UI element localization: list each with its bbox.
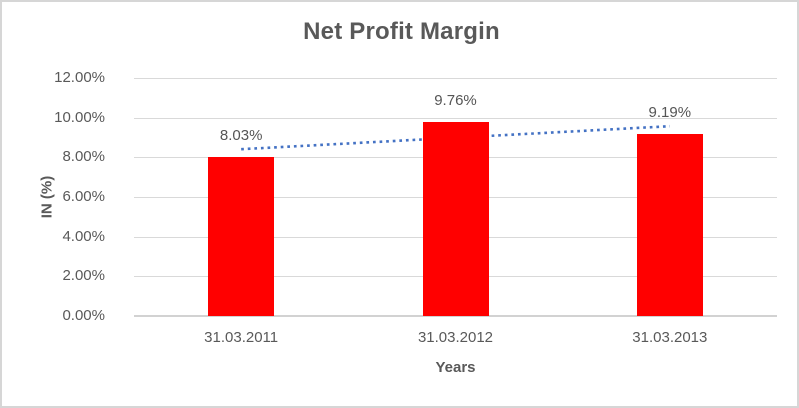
data-label: 9.76% bbox=[434, 92, 477, 110]
y-tick-label: 2.00% bbox=[62, 267, 105, 285]
gridline-0.00% bbox=[134, 315, 777, 317]
y-tick-label: 4.00% bbox=[62, 227, 105, 245]
plot-area[interactable]: 8.03% 9.76% 9.19% bbox=[134, 78, 777, 317]
data-label: 9.19% bbox=[648, 103, 692, 121]
chart-title: Net Profit Margin bbox=[303, 18, 500, 45]
data-label: 8.03% bbox=[219, 126, 263, 144]
x-tick-label: 31.03.2011 bbox=[204, 329, 279, 346]
trendline[interactable] bbox=[241, 124, 670, 151]
bar-31.03.2012[interactable] bbox=[422, 122, 489, 316]
trendline-layer bbox=[241, 124, 670, 151]
y-tick-label: 8.00% bbox=[62, 148, 105, 166]
y-tick-label: 6.00% bbox=[62, 188, 105, 205]
x-tick-label: 31.03.2013 bbox=[632, 329, 708, 346]
bar-31.03.2013[interactable] bbox=[636, 133, 703, 316]
x-tick-label: 31.03.2012 bbox=[417, 329, 494, 346]
y-tick-label: 12.00% bbox=[54, 69, 105, 86]
gridline-10.00% bbox=[134, 117, 777, 119]
bar-31.03.2011[interactable] bbox=[208, 156, 275, 316]
gridline-12.00% bbox=[134, 78, 777, 79]
x-axis-title: Years bbox=[435, 359, 476, 376]
y-tick-label: 0.00% bbox=[62, 307, 105, 324]
y-tick-label: 10.00% bbox=[54, 108, 105, 126]
